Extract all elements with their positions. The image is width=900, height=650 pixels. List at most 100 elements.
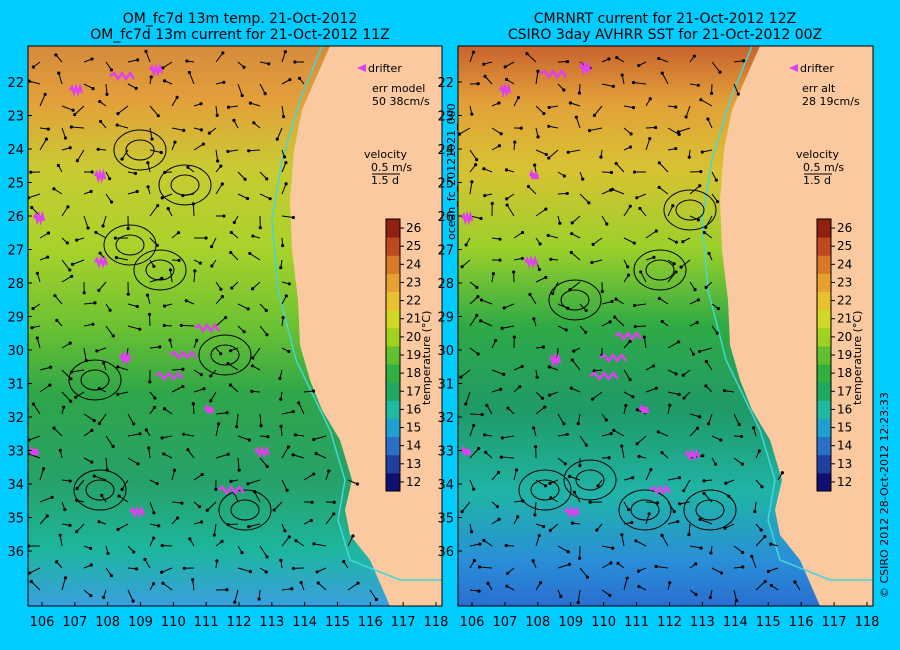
current-vector-head <box>464 243 468 247</box>
current-vector-head <box>704 384 708 388</box>
current-vector-head <box>53 294 57 298</box>
current-vector <box>149 501 155 513</box>
current-vector <box>234 589 239 603</box>
current-vector-head <box>209 374 213 378</box>
current-vector <box>577 413 581 424</box>
current-vector <box>658 186 669 195</box>
current-vector <box>149 105 159 117</box>
current-vector <box>621 534 625 547</box>
current-vector <box>579 567 588 578</box>
current-vector <box>733 457 743 465</box>
current-vector-head <box>68 523 72 527</box>
current-vector <box>215 52 224 63</box>
current-vector <box>705 361 713 371</box>
current-vector-head <box>275 137 279 141</box>
current-vector <box>228 523 239 526</box>
current-vector-head <box>490 201 494 206</box>
current-vector-head <box>193 269 197 273</box>
eddy-streamline <box>630 499 660 521</box>
colorbar-tick-label: 20 <box>837 330 852 344</box>
current-vector-head <box>45 514 49 518</box>
current-vector <box>39 94 46 107</box>
current-vector <box>28 453 41 459</box>
current-vector-head <box>97 520 101 524</box>
current-vector-head <box>92 418 96 423</box>
current-vector-head <box>73 112 77 117</box>
current-vector <box>281 162 287 173</box>
current-vector-head <box>136 462 140 466</box>
current-vector-head <box>248 251 252 256</box>
current-vector <box>658 162 669 173</box>
current-vector-head <box>163 79 167 83</box>
colorbar-tick-label: 14 <box>837 439 852 453</box>
current-vector-head <box>226 452 230 456</box>
left-axes: 22 23 24 25 26 27 28 29 30 31 32 33 34 35 36 106 107 108 1… <box>7 76 448 630</box>
current-vector <box>483 539 493 547</box>
current-vector-head <box>585 575 590 579</box>
current-vector-head <box>311 389 316 393</box>
current-vector-head <box>471 50 476 54</box>
current-vector-head <box>159 150 163 155</box>
drifter-track <box>548 352 562 368</box>
current-vector-head <box>93 301 97 305</box>
current-vector-head <box>70 262 75 266</box>
current-vector <box>469 296 479 305</box>
current-vector <box>227 149 239 152</box>
current-vector-head <box>186 448 190 452</box>
current-vector <box>148 447 151 459</box>
current-vector-head <box>576 421 580 426</box>
current-vector-head <box>199 520 204 524</box>
current-vector-head <box>566 550 570 554</box>
current-vector <box>633 82 647 85</box>
current-vector-head <box>654 386 658 390</box>
current-vector-head <box>109 200 114 204</box>
current-vector <box>293 454 305 459</box>
current-vector-head <box>763 579 767 584</box>
current-vector-head <box>630 520 634 525</box>
current-vector-head <box>706 422 711 426</box>
current-vector <box>645 387 657 393</box>
current-vector-head <box>131 599 135 603</box>
current-vector <box>193 388 205 393</box>
current-vector <box>369 589 377 600</box>
eddy-streamline <box>115 234 145 256</box>
current-vector-head <box>116 365 120 369</box>
drifter-track <box>539 68 568 80</box>
lat-tick-label: 31 <box>7 378 24 393</box>
drifter-track <box>564 505 581 519</box>
current-vector-head <box>500 436 504 440</box>
colorbar-tick-label: 17 <box>837 384 852 398</box>
current-vector-head <box>719 571 724 575</box>
colorbar-tick-label: 25 <box>837 239 852 253</box>
current-vector-head <box>97 421 102 426</box>
current-vector <box>95 231 107 239</box>
colorbar-tick-label: 23 <box>837 275 852 289</box>
current-vector-head <box>220 182 224 186</box>
current-vector <box>615 163 625 173</box>
current-vector-head <box>700 150 704 154</box>
current-vector-head <box>494 338 498 343</box>
current-vector-head <box>58 533 62 537</box>
current-vector <box>248 149 261 152</box>
current-vector-head <box>656 430 660 434</box>
current-vector-head <box>657 56 661 61</box>
colorbar-tick-label: 26 <box>406 221 421 235</box>
current-vector-head <box>482 433 487 437</box>
current-vector-head <box>475 158 479 162</box>
current-vector-head <box>513 140 517 144</box>
current-vector <box>259 171 268 180</box>
current-vector-head <box>293 433 298 437</box>
current-vector-head <box>225 588 229 592</box>
current-vector-head <box>741 59 746 63</box>
current-vector-head <box>153 396 157 400</box>
lon-tick-label: 108 <box>95 615 120 630</box>
current-vector <box>259 83 266 94</box>
current-vector-head <box>763 534 767 539</box>
left-panel-title: OM_fc7d 13m temp. 21-Oct-2012 OM_fc7d 13… <box>40 11 440 43</box>
current-vector-head <box>674 105 678 109</box>
current-vector <box>259 413 262 426</box>
current-vector <box>39 138 47 151</box>
current-vector-head <box>286 445 290 449</box>
current-vector <box>469 543 481 547</box>
current-vector-head <box>482 62 486 66</box>
